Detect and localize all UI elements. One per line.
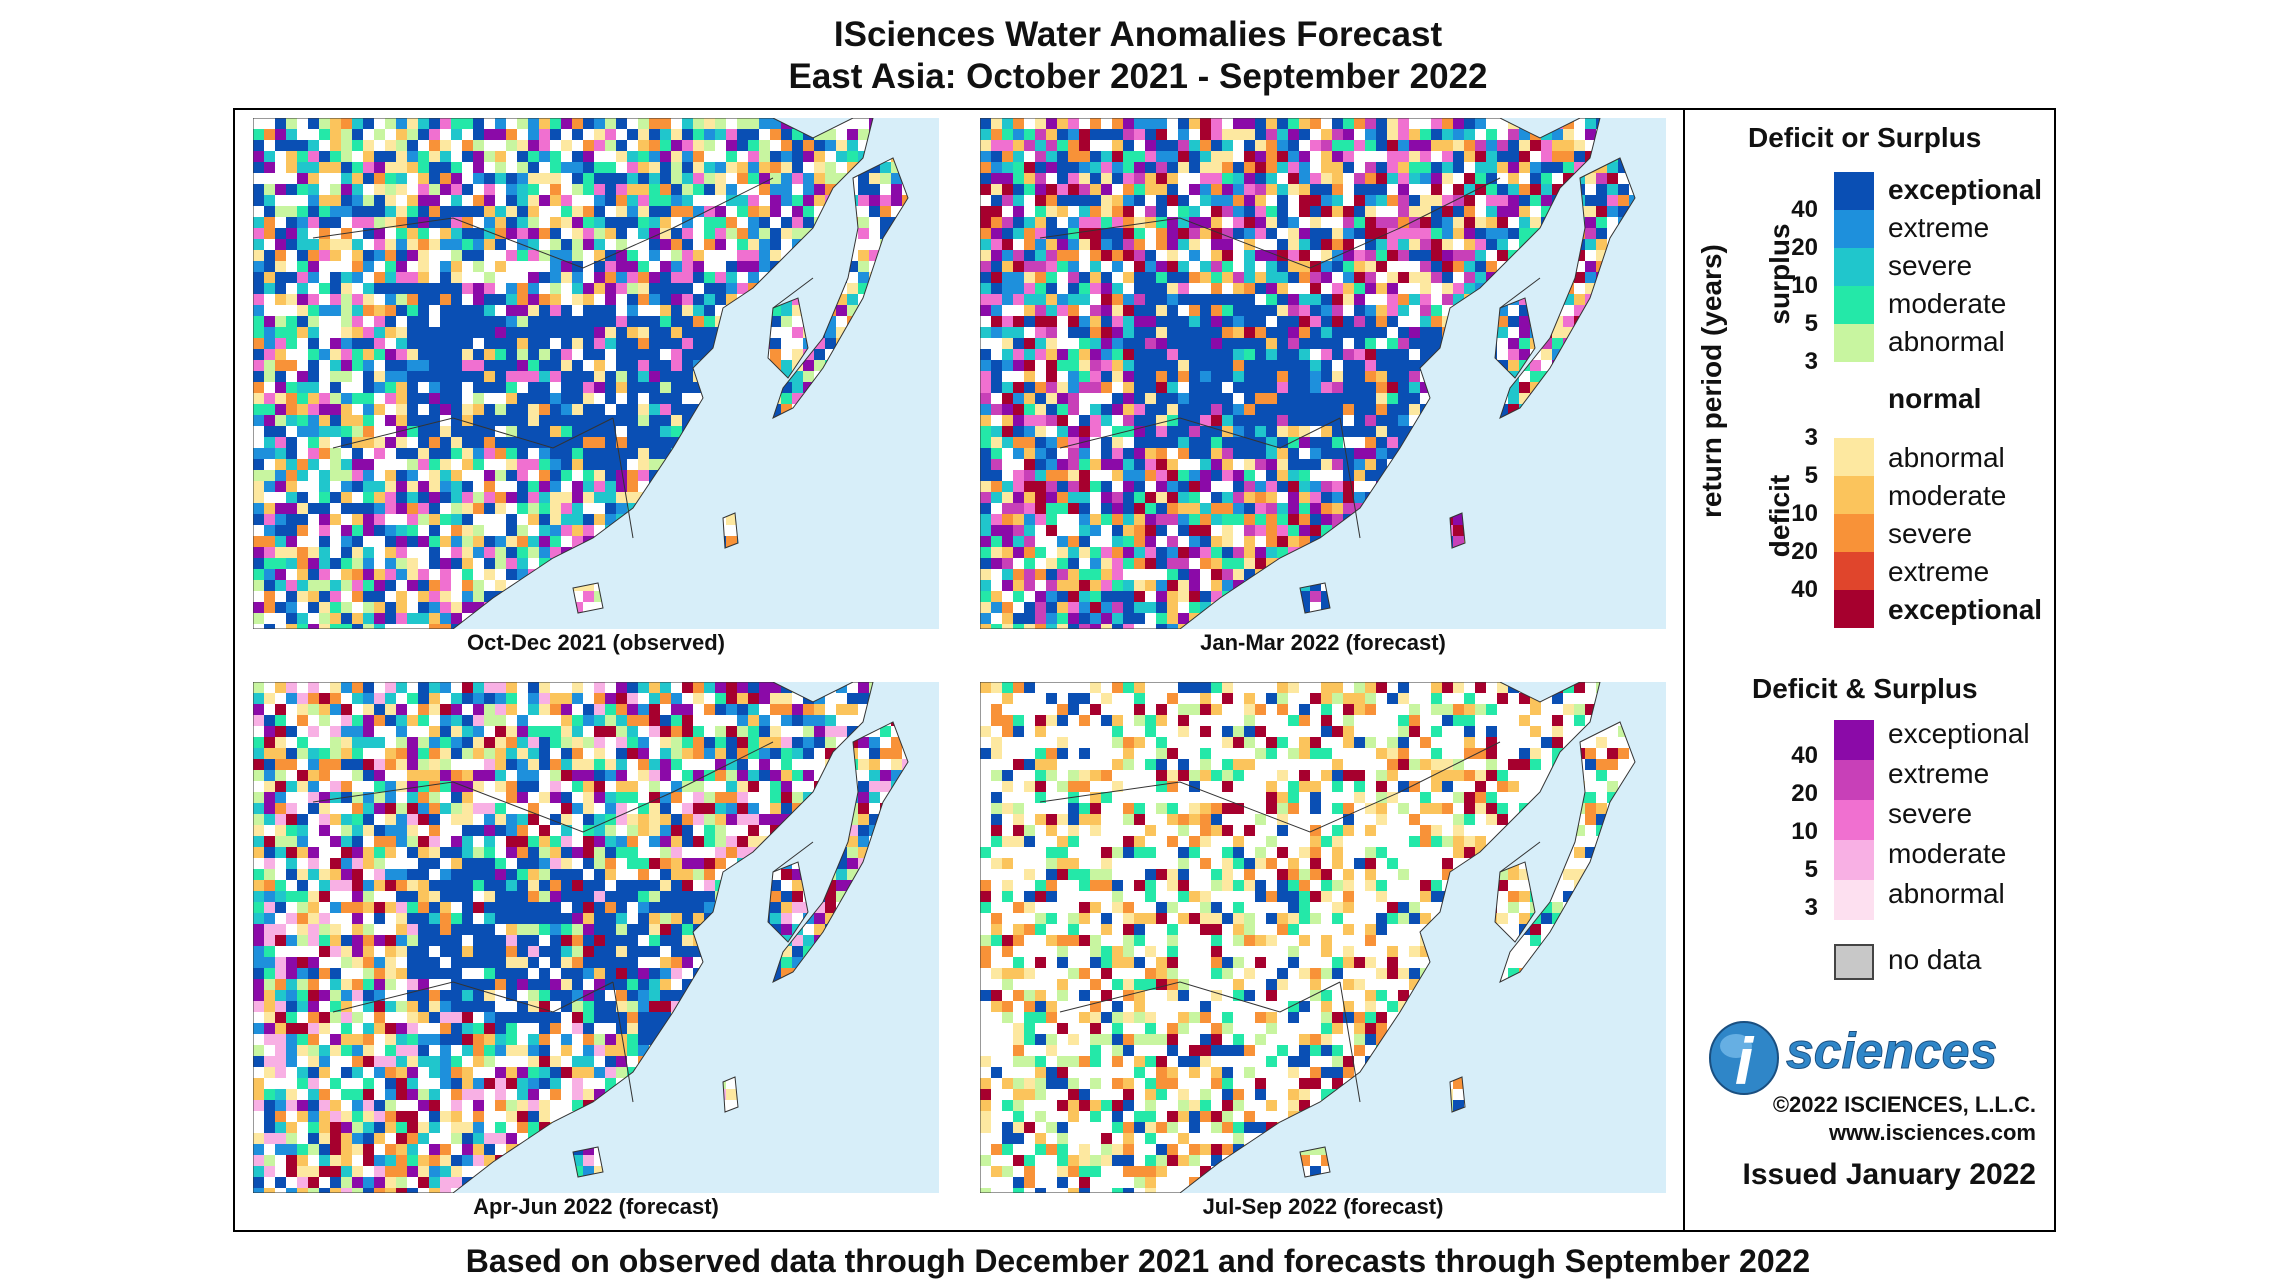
legend-label: extreme: [1888, 212, 1990, 243]
legend-swatch-combo-severe: [1834, 800, 1874, 840]
legend-swatch-nodata: [1834, 944, 1874, 980]
legend-label: severe: [1888, 250, 1973, 281]
legend-label: exceptional: [1888, 718, 2030, 749]
legend-tick: 5: [1804, 310, 1818, 337]
legend-swatch-combo-moderate: [1834, 840, 1874, 880]
legend-label: moderate: [1888, 838, 2007, 869]
legend-label: abnormal: [1888, 326, 2005, 357]
panel-caption: Oct-Dec 2021 (observed): [467, 630, 725, 655]
copyright-text: ©2022 ISCIENCES, L.L.C.: [1772, 1092, 2036, 1117]
legend-axis-label: return period (years): [1696, 244, 1727, 518]
legend-swatch-surplus-exceptional: [1834, 172, 1874, 210]
legend-swatch-deficit-exceptional: [1834, 590, 1874, 628]
map-panel-oct-dec: [253, 118, 939, 629]
legend-label: moderate: [1888, 480, 2007, 511]
legend-tick: 5: [1804, 462, 1818, 489]
legend-swatch-surplus-abnormal: [1834, 324, 1874, 362]
legend-swatch-deficit-moderate: [1834, 476, 1874, 514]
legend-swatch-deficit-severe: [1834, 514, 1874, 552]
legend-label-nodata: no data: [1888, 944, 1982, 975]
logo-i: i: [1735, 1024, 1755, 1098]
isciences-logo: i sciences: [1706, 1010, 2036, 1100]
legend-label: exceptional: [1888, 174, 2043, 205]
legend-tick: 40: [1791, 742, 1818, 769]
anomaly-map: [253, 118, 909, 629]
anomaly-map: [980, 118, 1636, 629]
legend-swatch-surplus-moderate: [1834, 286, 1874, 324]
legend-tick: 3: [1804, 424, 1818, 451]
map-panel-apr-jun: [253, 682, 939, 1193]
legend-swatch-combo-abnormal: [1834, 880, 1874, 920]
legend-tick: 40: [1791, 576, 1818, 603]
map-panel-jul-sep: [980, 682, 1666, 1193]
legend-swatch-surplus-severe: [1834, 248, 1874, 286]
legend-label-normal: normal: [1888, 383, 1982, 414]
legend-label: abnormal: [1888, 878, 2005, 909]
legend-divider: [1683, 108, 1685, 1232]
legend-swatch-normal: [1834, 362, 1874, 438]
legend-tick: 10: [1791, 500, 1818, 527]
map-title: ISciences Water Anomalies Forecast: [833, 15, 1443, 54]
legend-tick: 20: [1791, 780, 1818, 807]
website-text: www.isciences.com: [1828, 1120, 2036, 1145]
legend-tick: 3: [1804, 894, 1818, 921]
legend-label: extreme: [1888, 556, 1990, 587]
legend-label: severe: [1888, 798, 1973, 829]
legend-label: exceptional: [1888, 594, 2043, 625]
map-subtitle: East Asia: October 2021 - September 2022: [788, 57, 1488, 96]
anomaly-map: [980, 682, 1636, 1193]
map-panel-jan-mar: [980, 118, 1666, 629]
legend-tick: 10: [1791, 818, 1818, 845]
legend-tick: 20: [1791, 538, 1818, 565]
legend-title: Deficit or Surplus: [1748, 122, 1982, 153]
issued-date: Issued January 2022: [1742, 1158, 2036, 1191]
legend-label: severe: [1888, 518, 1973, 549]
panel-caption: Apr-Jun 2022 (forecast): [473, 1194, 719, 1219]
legend-swatch-surplus-extreme: [1834, 210, 1874, 248]
legend-title-combo: Deficit & Surplus: [1752, 673, 1978, 704]
legend-label: extreme: [1888, 758, 1990, 789]
legend-swatch-combo-extreme: [1834, 760, 1874, 800]
panel-caption: Jan-Mar 2022 (forecast): [1200, 630, 1446, 655]
legend-tick: 20: [1791, 234, 1818, 261]
legend-tick: 5: [1804, 856, 1818, 883]
legend-swatch-deficit-extreme: [1834, 552, 1874, 590]
logo-wordmark: sciences: [1786, 1023, 1997, 1079]
legend-swatch-deficit-abnormal: [1834, 438, 1874, 476]
legend-swatch-combo-exceptional: [1834, 720, 1874, 760]
legend-tick: 3: [1804, 348, 1818, 375]
legend-label: abnormal: [1888, 442, 2005, 473]
legend-tick: 10: [1791, 272, 1818, 299]
legend-label: moderate: [1888, 288, 2007, 319]
anomaly-map: [253, 682, 909, 1193]
figure-frame: [233, 108, 2056, 1232]
panel-caption: Jul-Sep 2022 (forecast): [1202, 1194, 1444, 1219]
legend-tick: 40: [1791, 196, 1818, 223]
footer-note: Based on observed data through December …: [465, 1243, 1811, 1279]
